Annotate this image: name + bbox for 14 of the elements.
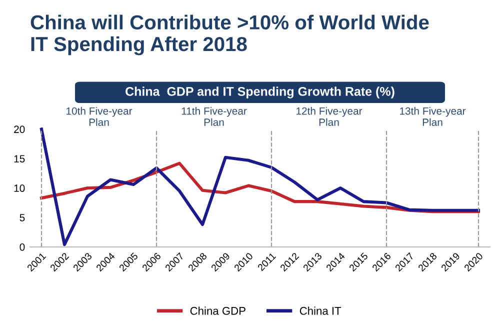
- legend-label: China IT: [300, 306, 342, 315]
- y-tick-label: 5: [20, 214, 25, 222]
- text: 10th Five-year Plan: [66, 107, 132, 126]
- y-tick-label: 15: [14, 155, 25, 162]
- y-tick-label: 10: [14, 184, 25, 192]
- text: 12th Five-year Plan: [296, 107, 362, 126]
- line-series: [40, 128, 480, 246]
- chart-title: China will Contribute >10% of World Wide IT Spending After 2018: [30, 14, 429, 56]
- y-tick-label: 20: [14, 126, 25, 134]
- chart-subtitle: China GDP and IT Spending Growth Rate (%): [126, 86, 394, 98]
- text: 13th Five-year Plan: [400, 107, 466, 126]
- y-tick-label: 0: [20, 243, 25, 251]
- legend-label: China GDP: [190, 306, 246, 315]
- text: 11th Five-year Plan: [182, 107, 247, 126]
